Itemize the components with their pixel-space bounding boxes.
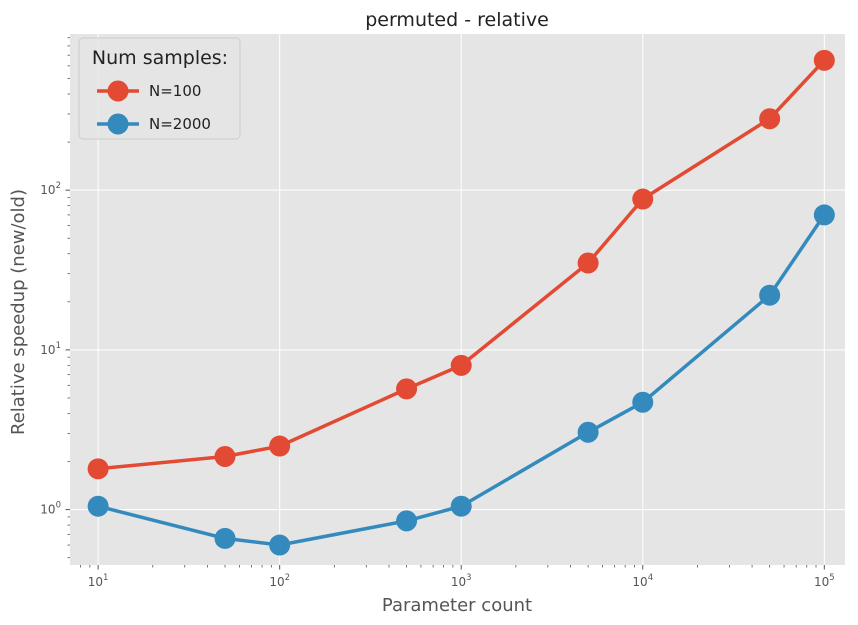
legend-marker — [107, 80, 129, 102]
data-point — [450, 495, 472, 517]
data-point — [269, 534, 291, 556]
legend-label: N=100 — [149, 82, 201, 100]
data-point — [632, 188, 654, 210]
y-tick-label: 101 — [40, 341, 61, 357]
data-point — [759, 108, 781, 130]
data-point — [269, 435, 291, 457]
data-point — [632, 391, 654, 413]
x-tick-label: 105 — [814, 573, 835, 589]
data-point — [214, 527, 236, 549]
data-point — [396, 510, 418, 532]
data-point — [396, 378, 418, 400]
x-axis-ticks: 101 102 103 104 105 — [88, 565, 835, 589]
data-point — [577, 421, 599, 443]
x-axis-label: Parameter count — [382, 595, 532, 616]
data-point — [87, 458, 109, 480]
minor-ticks — [67, 37, 817, 568]
y-axis-ticks: 100 101 102 — [40, 181, 70, 517]
chart-title: permuted - relative — [365, 9, 549, 31]
y-tick-label: 100 — [40, 501, 61, 517]
x-tick-label: 101 — [88, 573, 109, 589]
data-point — [759, 284, 781, 306]
x-tick-label: 104 — [632, 573, 653, 589]
legend: Num samples: N=100 N=2000 — [78, 37, 241, 140]
x-tick-label: 103 — [451, 573, 472, 589]
data-point — [450, 354, 472, 376]
data-point — [813, 49, 835, 71]
legend-title: Num samples: — [92, 47, 228, 69]
x-tick-label: 102 — [269, 573, 290, 589]
series-points — [87, 49, 835, 556]
legend-marker — [107, 113, 129, 135]
data-point — [87, 495, 109, 517]
legend-label: N=2000 — [149, 115, 211, 133]
data-point — [214, 446, 236, 468]
data-point — [577, 252, 599, 274]
y-tick-label: 102 — [40, 181, 61, 197]
data-point — [813, 204, 835, 226]
y-axis-label: Relative speedup (new/old) — [8, 189, 29, 435]
